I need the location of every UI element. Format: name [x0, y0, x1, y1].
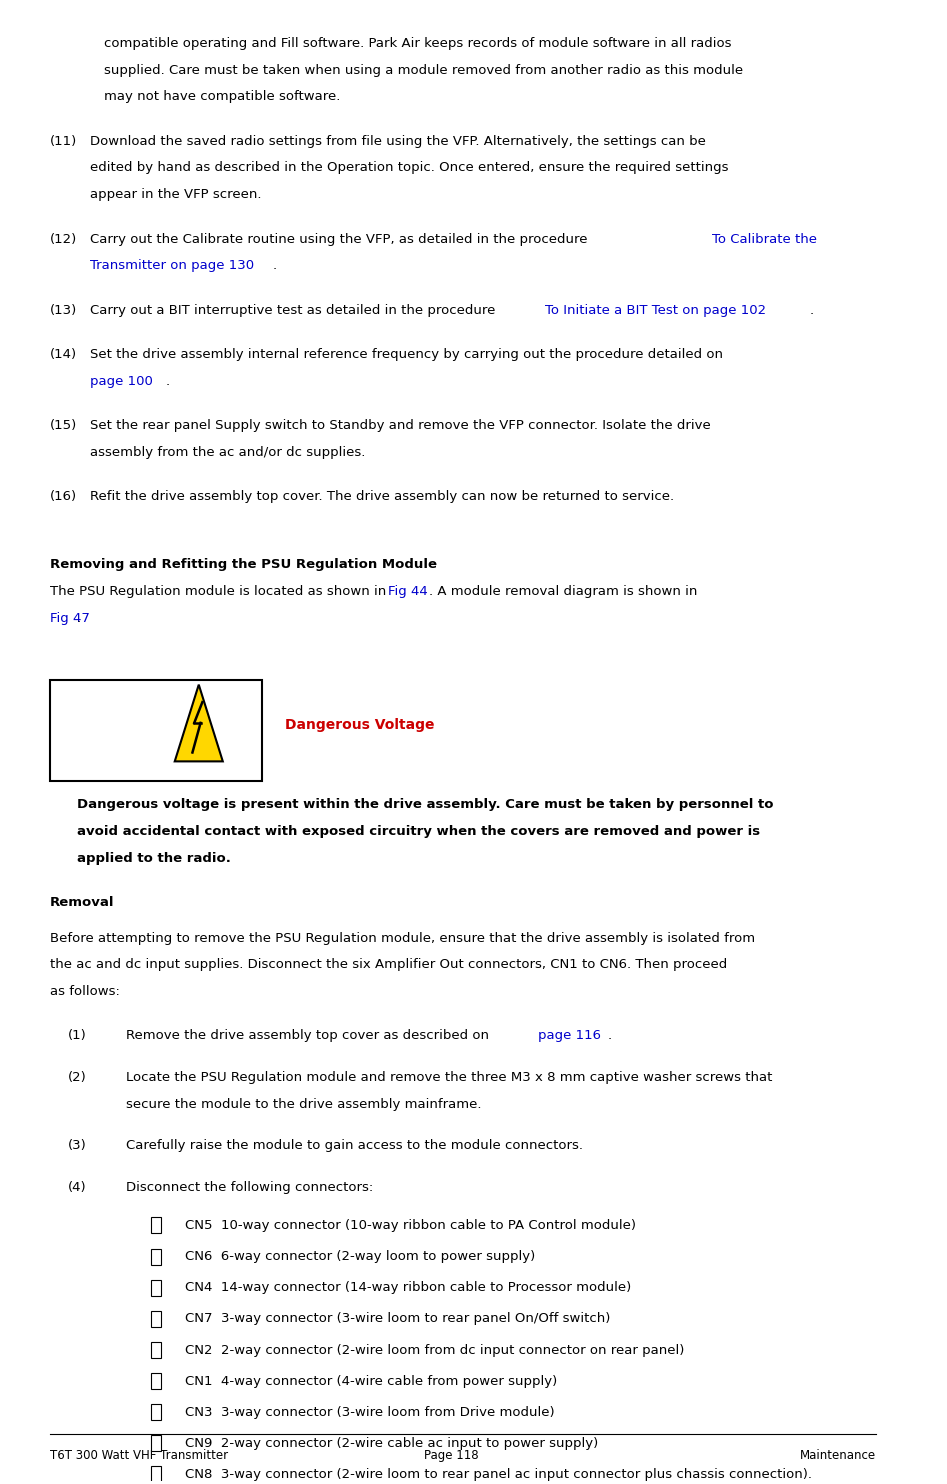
Text: Set the drive assembly internal reference frequency by carrying out the procedur: Set the drive assembly internal referenc…	[90, 349, 724, 361]
Text: CN9  2-way connector (2-wire cable ac input to power supply): CN9 2-way connector (2-wire cable ac inp…	[186, 1437, 599, 1450]
Text: Refit the drive assembly top cover. The drive assembly can now be returned to se: Refit the drive assembly top cover. The …	[90, 490, 674, 503]
Text: .: .	[166, 375, 170, 387]
Text: page 100: page 100	[90, 375, 153, 387]
Text: (4): (4)	[68, 1181, 86, 1193]
FancyBboxPatch shape	[151, 1373, 161, 1389]
Text: CN8  3-way connector (2-wire loom to rear panel ac input connector plus chassis : CN8 3-way connector (2-wire loom to rear…	[186, 1468, 813, 1481]
Text: .: .	[77, 611, 80, 625]
Text: (15): (15)	[49, 418, 77, 432]
Text: avoid accidental contact with exposed circuitry when the covers are removed and : avoid accidental contact with exposed ci…	[77, 825, 759, 838]
Text: Carefully raise the module to gain access to the module connectors.: Carefully raise the module to gain acces…	[127, 1140, 583, 1152]
Text: Set the rear panel Supply switch to Standby and remove the VFP connector. Isolat: Set the rear panel Supply switch to Stan…	[90, 418, 711, 432]
FancyBboxPatch shape	[151, 1248, 161, 1264]
Text: the ac and dc input supplies. Disconnect the six Amplifier Out connectors, CN1 t: the ac and dc input supplies. Disconnect…	[49, 959, 727, 972]
Text: CN5  10-way connector (10-way ribbon cable to PA Control module): CN5 10-way connector (10-way ribbon cabl…	[186, 1218, 636, 1232]
Text: WARNING: WARNING	[62, 695, 134, 708]
Text: (11): (11)	[49, 135, 77, 148]
Text: (1): (1)	[68, 1030, 86, 1042]
Text: Fig 47: Fig 47	[49, 611, 90, 625]
FancyBboxPatch shape	[151, 1342, 161, 1358]
Text: .: .	[607, 1030, 611, 1042]
Text: To Calibrate the: To Calibrate the	[712, 233, 817, 245]
Text: Page 118: Page 118	[424, 1448, 479, 1462]
Text: Remove the drive assembly top cover as described on: Remove the drive assembly top cover as d…	[127, 1030, 493, 1042]
FancyBboxPatch shape	[151, 1217, 161, 1233]
Text: Download the saved radio settings from file using the VFP. Alternatively, the se: Download the saved radio settings from f…	[90, 135, 706, 148]
Text: CN6  6-way connector (2-way loom to power supply): CN6 6-way connector (2-way loom to power…	[186, 1250, 535, 1263]
Text: (16): (16)	[49, 490, 77, 503]
Text: appear in the VFP screen.: appear in the VFP screen.	[90, 188, 262, 202]
Text: (13): (13)	[49, 304, 77, 316]
Text: Locate the PSU Regulation module and remove the three M3 x 8 mm captive washer s: Locate the PSU Regulation module and rem…	[127, 1071, 773, 1083]
FancyBboxPatch shape	[151, 1310, 161, 1327]
Polygon shape	[175, 684, 223, 761]
Text: CN3  3-way connector (3-wire loom from Drive module): CN3 3-way connector (3-wire loom from Dr…	[186, 1405, 555, 1419]
FancyBboxPatch shape	[49, 680, 262, 781]
Text: assembly from the ac and/or dc supplies.: assembly from the ac and/or dc supplies.	[90, 445, 366, 459]
Text: Disconnect the following connectors:: Disconnect the following connectors:	[127, 1181, 374, 1193]
Text: T6T 300 Watt VHF Transmitter: T6T 300 Watt VHF Transmitter	[49, 1448, 228, 1462]
FancyBboxPatch shape	[151, 1404, 161, 1420]
Text: Transmitter on page 130: Transmitter on page 130	[90, 260, 255, 272]
Text: (2): (2)	[68, 1071, 86, 1083]
FancyBboxPatch shape	[151, 1279, 161, 1296]
Text: Removal: Removal	[49, 896, 115, 910]
FancyBboxPatch shape	[151, 1435, 161, 1451]
Text: compatible operating and Fill software. Park Air keeps records of module softwar: compatible operating and Fill software. …	[104, 37, 731, 50]
FancyBboxPatch shape	[151, 1466, 161, 1483]
Text: (12): (12)	[49, 233, 77, 245]
Text: Before attempting to remove the PSU Regulation module, ensure that the drive ass: Before attempting to remove the PSU Regu…	[49, 932, 755, 945]
Text: The PSU Regulation module is located as shown in: The PSU Regulation module is located as …	[49, 585, 390, 598]
Text: Dangerous voltage is present within the drive assembly. Care must be taken by pe: Dangerous voltage is present within the …	[77, 798, 774, 812]
Text: Removing and Refitting the PSU Regulation Module: Removing and Refitting the PSU Regulatio…	[49, 558, 437, 571]
Text: Dangerous Voltage: Dangerous Voltage	[285, 718, 434, 733]
Text: edited by hand as described in the Operation topic. Once entered, ensure the req: edited by hand as described in the Opera…	[90, 162, 729, 175]
Text: Carry out a BIT interruptive test as detailed in the procedure: Carry out a BIT interruptive test as det…	[90, 304, 500, 316]
Text: Fig 44: Fig 44	[388, 585, 428, 598]
Text: Maintenance: Maintenance	[800, 1448, 876, 1462]
Text: page 116: page 116	[539, 1030, 601, 1042]
Text: (14): (14)	[49, 349, 77, 361]
Text: applied to the radio.: applied to the radio.	[77, 852, 231, 865]
Text: To Initiate a BIT Test on page 102: To Initiate a BIT Test on page 102	[545, 304, 766, 316]
Text: CN4  14-way connector (14-way ribbon cable to Processor module): CN4 14-way connector (14-way ribbon cabl…	[186, 1281, 632, 1294]
Text: CN7  3-way connector (3-wire loom to rear panel On/Off switch): CN7 3-way connector (3-wire loom to rear…	[186, 1312, 611, 1325]
Text: CN2  2-way connector (2-wire loom from dc input connector on rear panel): CN2 2-way connector (2-wire loom from dc…	[186, 1343, 685, 1356]
Text: may not have compatible software.: may not have compatible software.	[104, 91, 340, 104]
Text: (3): (3)	[68, 1140, 86, 1152]
Text: .: .	[810, 304, 813, 316]
Text: secure the module to the drive assembly mainframe.: secure the module to the drive assembly …	[127, 1098, 482, 1110]
Text: supplied. Care must be taken when using a module removed from another radio as t: supplied. Care must be taken when using …	[104, 64, 743, 77]
Text: Carry out the Calibrate routine using the VFP, as detailed in the procedure: Carry out the Calibrate routine using th…	[90, 233, 592, 245]
Text: as follows:: as follows:	[49, 985, 119, 999]
Text: CN1  4-way connector (4-wire cable from power supply): CN1 4-way connector (4-wire cable from p…	[186, 1374, 558, 1388]
Text: .: .	[273, 260, 277, 272]
Text: . A module removal diagram is shown in: . A module removal diagram is shown in	[429, 585, 698, 598]
